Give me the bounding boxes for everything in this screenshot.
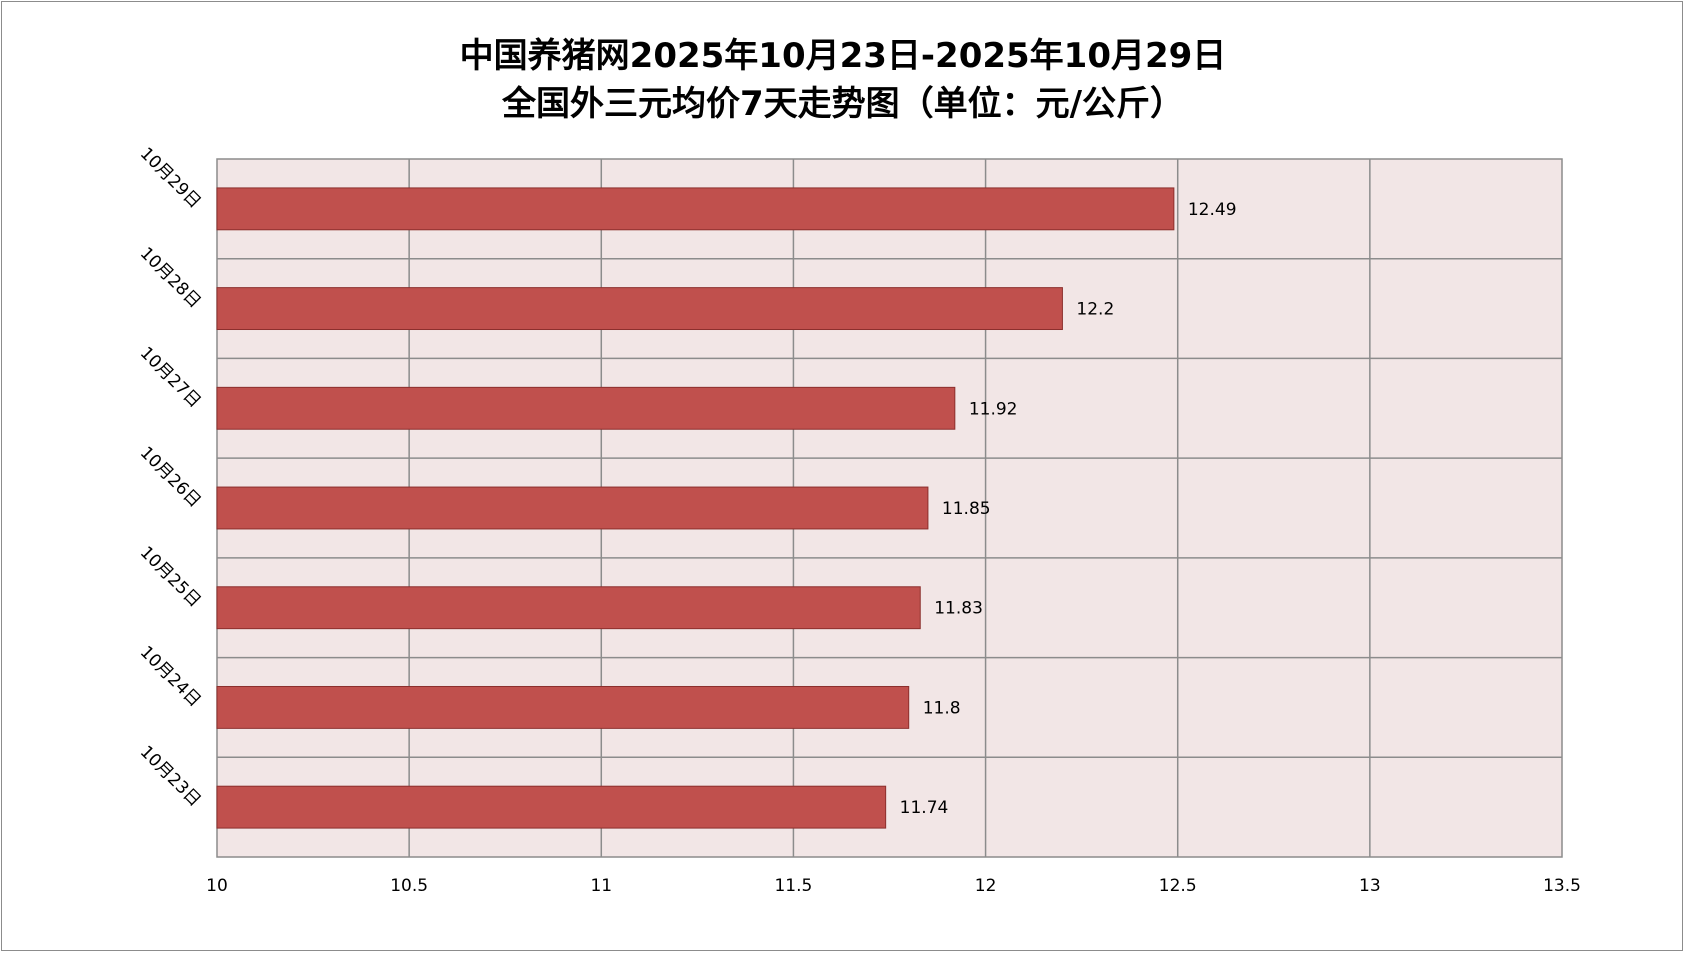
bar — [216, 187, 1175, 231]
value-tick-label: 10.5 — [390, 876, 428, 896]
value-axis-labels: 10 10.5 11 11.5 12 12.5 13 13.5 — [206, 876, 1581, 896]
bar — [216, 486, 929, 530]
value-tick-label: 10 — [206, 876, 228, 896]
value-tick-label: 11.5 — [774, 876, 812, 896]
chart-title: 中国养猪网2025年10月23日-2025年10月29日 全国外三元均价7天走势… — [2, 32, 1684, 128]
data-label: 12.49 — [1188, 200, 1237, 220]
category-tick-label: 10月24日 — [136, 642, 205, 711]
data-labels: 12.49 12.2 11.92 11.85 11.83 11.8 11.74 — [900, 200, 1237, 818]
bar — [216, 386, 956, 430]
grid-lines — [217, 159, 1562, 857]
bar — [216, 287, 1063, 331]
category-axis-labels: 10月29日 10月28日 10月27日 10月26日 10月25日 10月24日 10月2… — [136, 144, 205, 811]
value-tick-label: 13.5 — [1543, 876, 1581, 896]
value-tick-label: 12.5 — [1159, 876, 1197, 896]
category-tick-label: 10月28日 — [136, 243, 205, 312]
value-tick-label: 13 — [1359, 876, 1381, 896]
bar — [216, 685, 910, 729]
data-label: 11.92 — [969, 399, 1018, 419]
category-tick-label: 10月26日 — [136, 443, 205, 512]
category-tick-label: 10月27日 — [136, 343, 205, 412]
category-tick-label: 10月23日 — [136, 742, 205, 811]
data-label: 11.85 — [942, 499, 991, 519]
data-label: 11.83 — [934, 599, 983, 619]
bar — [216, 586, 921, 630]
chart-title-line-1: 中国养猪网2025年10月23日-2025年10月29日 — [459, 36, 1227, 76]
bars — [216, 187, 1175, 829]
category-tick-label: 10月25日 — [136, 543, 205, 612]
bar — [216, 785, 887, 829]
value-tick-label: 12 — [975, 876, 997, 896]
data-label: 12.2 — [1076, 300, 1114, 320]
value-tick-label: 11 — [590, 876, 612, 896]
chart-title-line-2: 全国外三元均价7天走势图（单位：元/公斤） — [501, 84, 1185, 124]
data-label: 11.8 — [923, 698, 961, 718]
category-tick-label: 10月29日 — [136, 144, 205, 213]
data-label: 11.74 — [900, 798, 949, 818]
